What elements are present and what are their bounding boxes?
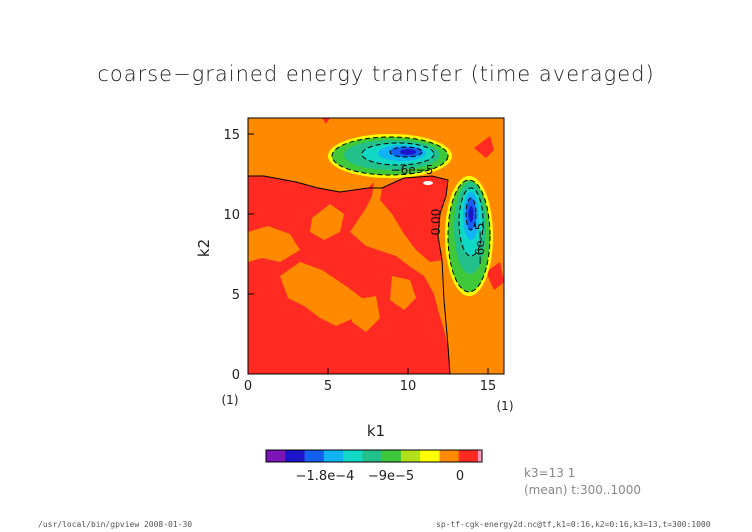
x-tick-label: 0	[244, 379, 252, 394]
colorbar-swatch	[304, 450, 325, 462]
y-unit-label: (1)	[222, 393, 239, 407]
plot-frame	[247, 117, 505, 375]
mean-note: (mean) t:300..1000	[524, 483, 642, 497]
orange-island-5	[352, 296, 380, 332]
x-axis-label: k1	[367, 422, 385, 440]
chart-title: coarse−grained energy transfer (time ave…	[97, 62, 655, 86]
x-unit-label: (1)	[497, 399, 514, 413]
colorbar-swatch	[266, 450, 286, 462]
colorbar-swatch	[362, 450, 383, 462]
colorbar-swatch	[439, 450, 460, 462]
colorbar-swatch	[381, 450, 402, 462]
colorbar-swatch	[285, 450, 306, 462]
red-patch-top	[322, 118, 330, 124]
y-tick-label: 0	[232, 368, 240, 383]
y-tick-label: 10	[223, 208, 240, 223]
colorbar-swatch	[323, 450, 344, 462]
y-axis-label: k2	[195, 239, 213, 257]
colorbar-swatch	[478, 450, 482, 462]
red-region-right	[380, 176, 448, 262]
colorbar-swatch	[458, 450, 479, 462]
contour-label-zero: 0.00	[429, 209, 443, 236]
y-tick-label: 15	[223, 128, 240, 143]
red-region-left	[248, 176, 450, 374]
x-tick-label: 5	[324, 379, 332, 394]
negative-blob-top	[328, 134, 452, 178]
x-tick-label: 15	[480, 379, 497, 394]
footer-left: /usr/local/bin/gpview 2008-01-30	[38, 520, 193, 529]
footer-right: sp-tf-cgk-energy2d.nc@tf,k1=0:16,k2=0:16…	[436, 520, 711, 529]
y-tick-label: 5	[232, 288, 240, 303]
orange-island-4	[390, 276, 416, 310]
y-axis: 0 5 10 15	[223, 128, 254, 383]
red-patch-right	[486, 262, 504, 290]
red-patch-top-right	[474, 136, 494, 158]
colorbar-frame	[265, 449, 483, 463]
colorbar-swatch	[343, 450, 363, 462]
x-axis: 0 5 10 15	[244, 368, 496, 394]
negative-blob-right	[445, 176, 493, 296]
contour-label-top: −6e−5	[391, 163, 434, 177]
colorbar-tick-label: −1.8e−4	[296, 469, 355, 484]
colorbar-tick-label: −9e−5	[368, 469, 414, 484]
zero-contour	[248, 175, 451, 374]
colorbar-tick-label: 0	[456, 469, 464, 484]
k3-note: k3=13 1	[524, 466, 576, 480]
x-tick-label: 10	[400, 379, 417, 394]
colorbar-swatch	[420, 450, 440, 462]
colorbar	[265, 449, 483, 463]
orange-island-2	[280, 262, 362, 326]
orange-island-3	[310, 204, 344, 240]
contour-label-right: −6e−5	[473, 223, 487, 266]
orange-island-1	[248, 226, 300, 262]
colorbar-swatch	[400, 450, 421, 462]
heatmap-field	[248, 118, 504, 374]
white-spot	[423, 181, 433, 185]
